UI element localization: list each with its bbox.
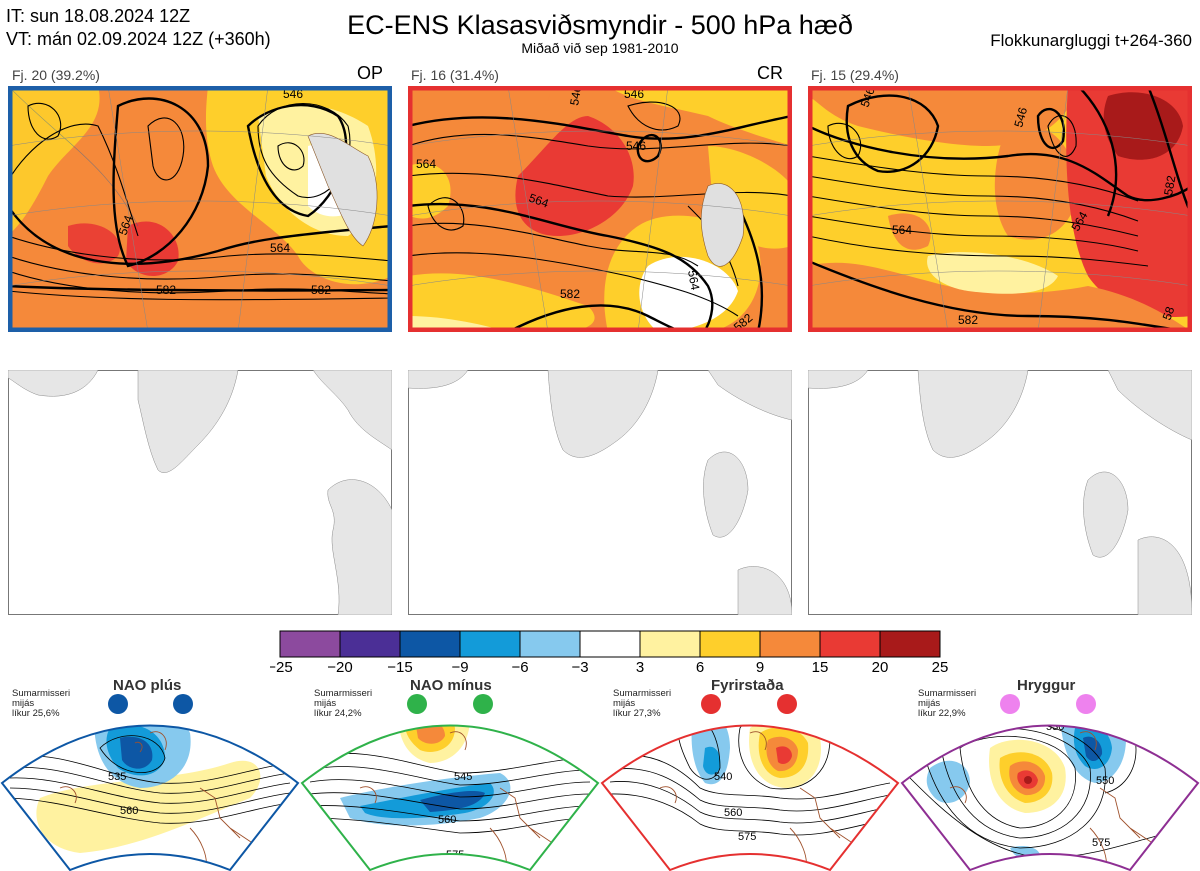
contour-label: 530 (1046, 721, 1064, 733)
valid-time: VT: mán 02.09.2024 12Z (+360h) (6, 29, 271, 49)
cluster-2-label: Fj. 16 (31.4%) (411, 67, 499, 83)
cluster-2-border (408, 86, 792, 332)
contour-label: 546 (1011, 105, 1030, 128)
colorbar-segment (699, 630, 761, 658)
contour-label: 560 (724, 807, 742, 819)
colorbar-tick: 3 (636, 659, 644, 676)
initial-time: IT: sun 18.08.2024 12Z (6, 6, 191, 26)
contour-label: 58 (1160, 304, 1178, 322)
colorbar: −25 −20 −15 −9 −6 −3 3 6 9 15 20 25 (270, 630, 949, 676)
contour-label: 550 (1096, 775, 1114, 787)
colorbar-segment (459, 630, 521, 658)
colorbar-segment (579, 630, 641, 658)
anomaly-map-2 (408, 370, 792, 615)
colorbar-tick: −3 (571, 659, 588, 676)
regime-3-info: Sumarmisseri mijás líkur 27,3% (613, 688, 672, 719)
regime-4-name: Hryggur (1017, 677, 1076, 694)
colorbar-tick: −25 (270, 659, 293, 676)
regime-1-info: Sumarmisseri mijás líkur 25,6% (12, 688, 71, 719)
regime-4-dot (1076, 694, 1096, 714)
colorbar-segment (399, 630, 461, 658)
contour-label: 582 (1161, 174, 1178, 196)
cluster-3-map: 546 546 582 564 564 582 58 (808, 86, 1192, 332)
contour-label: 546 (858, 86, 878, 109)
regime-1-name: NAO plús (113, 677, 182, 694)
colorbar-segment (339, 630, 401, 658)
cluster-1-tag: OP (357, 63, 384, 83)
colorbar-tick: 9 (756, 659, 764, 676)
colorbar-tick: −20 (327, 659, 352, 676)
regime-1-map: 535 560 (0, 694, 300, 871)
contour-label: 564 (892, 223, 912, 237)
colorbar-tick: 20 (872, 659, 889, 676)
anomaly-map-1 (8, 370, 392, 615)
contour-label: 560 (120, 805, 138, 817)
cluster-1-border (8, 86, 392, 332)
colorbar-segment (519, 630, 581, 658)
contour-label: 540 (714, 771, 732, 783)
colorbar-segment (639, 630, 701, 658)
colorbar-tick: 15 (812, 659, 829, 676)
contour-label: 564 (270, 241, 290, 255)
regime-4-info: Sumarmisseri mijás líkur 22,9% (918, 688, 977, 719)
regime-1-dot (173, 694, 193, 714)
contour-label: 582 (560, 287, 580, 301)
colorbar-tick: −15 (387, 659, 412, 676)
cluster-1-map: 564 564 582 582 546 (8, 86, 392, 332)
contour-label: 564 (116, 213, 136, 237)
regime-4-dot (1000, 694, 1020, 714)
colorbar-tick: 25 (932, 659, 949, 676)
cluster-2-map: 564 546 546 564 582 564 582 546 (408, 86, 792, 332)
contour-label: 535 (108, 771, 126, 783)
cluster-1-label: Fj. 20 (39.2%) (12, 67, 100, 83)
cluster-3-label: Fj. 15 (29.4%) (811, 67, 899, 83)
colorbar-segment (879, 630, 941, 658)
colorbar-segment (819, 630, 881, 658)
page-title: EC-ENS Klasasviðsmyndir - 500 hPa hæð (347, 10, 853, 40)
regime-3-map: 540 560 575 (600, 694, 900, 871)
page-subtitle: Miðað við sep 1981-2010 (521, 40, 679, 56)
cluster-2-tag: CR (757, 63, 783, 83)
contour-label: 564 (685, 269, 702, 291)
colorbar-tick: −6 (511, 659, 528, 676)
clustering-window: Flokkunargluggi t+264-360 (990, 31, 1192, 50)
regime-2-map: 545 560 575 (300, 694, 600, 871)
regime-2-dot (407, 694, 427, 714)
regime-2-dot (473, 694, 493, 714)
contour-label: 560 (438, 814, 456, 826)
contour-label: 564 (416, 157, 436, 171)
contour-label: 582 (958, 313, 978, 327)
regime-4-map: 530 550 575 (900, 694, 1200, 871)
regime-3-dot (701, 694, 721, 714)
cluster-3-border (808, 86, 1192, 332)
regime-3-dot (777, 694, 797, 714)
contour-label: 546 (567, 86, 584, 107)
contour-label: 575 (738, 831, 756, 843)
contour-label: 564 (527, 191, 551, 211)
colorbar-segment (279, 630, 341, 658)
colorbar-tick: 6 (696, 659, 704, 676)
colorbar-segment (759, 630, 821, 658)
regime-2-info: Sumarmisseri mijás líkur 24,2% (314, 688, 373, 719)
regime-3-name: Fyrirstaða (711, 677, 784, 694)
regime-2-name: NAO mínus (410, 677, 492, 694)
contour-label: 575 (1092, 837, 1110, 849)
anomaly-map-3 (808, 370, 1192, 615)
contour-label: 546 (626, 139, 646, 153)
colorbar-tick: −9 (451, 659, 468, 676)
contour-label: 545 (454, 771, 472, 783)
regime-1-dot (108, 694, 128, 714)
contour-label: 582 (156, 283, 176, 297)
contour-label: 582 (311, 283, 331, 297)
